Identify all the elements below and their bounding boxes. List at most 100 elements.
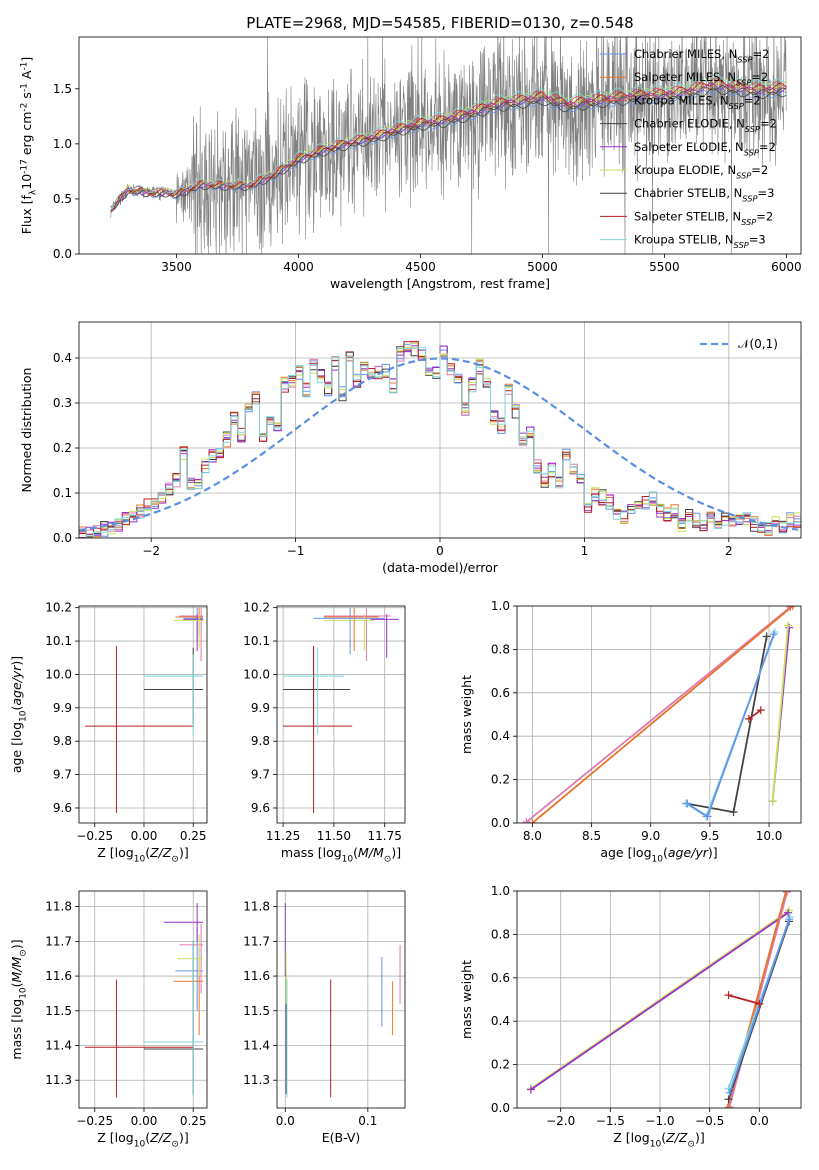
plot-area — [79, 606, 207, 823]
weight-marker-6 — [725, 1088, 734, 1097]
y-tick-label: 1.5 — [53, 82, 72, 96]
y-tick-label: 0.6 — [491, 971, 510, 985]
axes-mass_weight_vs_Z: −2.0 −1.5 −1.0 −0.5 0.0 0.0 0.2 0.4 0.6 0.8 1.0 Z [… — [459, 884, 802, 1150]
axes-age_vs_mass: 11.25 11.50 11.75 9.6 9.7 9.8 9.9 10.0 10.1 10.2 m… — [243, 601, 406, 865]
axes-frame — [516, 605, 802, 824]
legend-label: Salpeter STELIB, NSSP=2 — [634, 209, 773, 227]
y-axis-label: mass weight — [459, 675, 474, 754]
y-tick-label: 11.3 — [45, 1073, 72, 1087]
axes-spectrum: 3500 4000 4500 5000 5500 6000 0.0 0.5 1.0 1.5 wave… — [19, 36, 802, 291]
x-tick-label: −1.0 — [645, 1114, 674, 1128]
weight-marker-1 — [528, 819, 537, 823]
x-tick-label: −2 — [142, 544, 160, 558]
y-axis-label: mass weight — [459, 960, 474, 1039]
x-tick-label: 5500 — [649, 260, 680, 274]
y-tick-label: 10.1 — [243, 634, 270, 648]
weight-line-1 — [531, 606, 794, 823]
y-tick-label: 11.3 — [243, 1073, 270, 1087]
x-axis-label: wavelength [Angstrom, rest frame] — [330, 276, 550, 291]
gaussian-curve — [79, 357, 799, 532]
x-tick-label: 10.0 — [756, 829, 783, 843]
x-tick-label: 2 — [725, 544, 733, 558]
y-tick-label: 11.8 — [45, 900, 72, 914]
y-tick-label: 0.2 — [491, 773, 510, 787]
y-tick-label: 0.2 — [491, 1058, 510, 1072]
model-line-8 — [110, 74, 787, 211]
plot-area — [277, 891, 405, 1108]
y-tick-label: 0.2 — [53, 441, 72, 455]
weight-marker-4 — [769, 630, 778, 639]
model-line-5 — [110, 79, 787, 207]
y-tick-label: 0.5 — [53, 192, 72, 206]
weight-line-2 — [686, 636, 768, 814]
y-axis-label: age [log10(age/yr)] — [9, 656, 29, 773]
x-tick-label: 4500 — [405, 260, 436, 274]
weight-marker-1 — [526, 1085, 535, 1094]
y-tick-label: 9.6 — [251, 801, 270, 815]
axes-residuals: −2 −1 0 1 2 0.0 0.1 0.2 0.3 0.4 (data-model)/error… — [19, 321, 802, 575]
legend-label: Chabrier STELIB, NSSP=3 — [634, 186, 774, 204]
weight-marker-6 — [783, 621, 792, 630]
histogram-step-7 — [79, 346, 801, 537]
x-axis-label: Z [log10(Z/Z⊙)] — [97, 845, 188, 865]
y-tick-label: 11.6 — [45, 969, 72, 983]
weight-marker-4 — [724, 1095, 733, 1104]
legend-label: Chabrier ELODIE, NSSP=2 — [634, 117, 777, 135]
x-axis-label: Z [log10(Z/Z⊙)] — [613, 1130, 704, 1150]
y-tick-label: 9.9 — [251, 701, 270, 715]
x-tick-label: 8.0 — [523, 829, 542, 843]
x-tick-label: 8.5 — [582, 829, 601, 843]
y-tick-label: 0.6 — [491, 686, 510, 700]
y-tick-label: 9.8 — [251, 734, 270, 748]
x-axis-label: Z [log10(Z/Z⊙)] — [97, 1130, 188, 1150]
weight-line-6 — [771, 625, 789, 802]
x-tick-label: 1 — [581, 544, 589, 558]
weight-marker-2 — [783, 891, 792, 897]
x-tick-label: 0.25 — [180, 1114, 207, 1128]
x-tick-label: −0.25 — [76, 829, 113, 843]
axes-frame — [78, 890, 208, 1109]
legend-label: Kroupa MILES, NSSP=2 — [634, 93, 761, 111]
legend-label: Salpeter MILES, NSSP=2 — [634, 70, 768, 88]
weight-marker-3 — [723, 1104, 732, 1108]
y-tick-label: 1.0 — [491, 884, 510, 898]
weight-marker-1 — [788, 606, 797, 610]
model-line-6 — [110, 85, 787, 211]
x-tick-label: 0.25 — [180, 829, 207, 843]
weight-marker-0 — [522, 817, 531, 823]
plot-area — [277, 606, 405, 823]
axes-frame — [78, 321, 802, 539]
y-tick-label: 10.1 — [45, 634, 72, 648]
y-tick-label: 9.8 — [53, 734, 72, 748]
weight-line-1 — [530, 911, 789, 1091]
x-tick-label: 0.00 — [131, 829, 158, 843]
weight-marker-1 — [784, 908, 793, 917]
plot-area — [110, 37, 787, 254]
weight-marker-2 — [725, 1102, 734, 1108]
x-tick-label: 0.1 — [358, 1114, 377, 1128]
y-tick-label: 0.0 — [53, 531, 72, 545]
x-tick-label: 4000 — [283, 260, 314, 274]
y-axis-label: mass [log10(M/M⊙)] — [9, 939, 29, 1059]
weight-line-4 — [686, 633, 775, 818]
y-tick-label: 0.1 — [53, 486, 72, 500]
chart-title: PLATE=2968, MJD=54585, FIBERID=0130, z=0… — [246, 14, 633, 32]
y-tick-label: 11.4 — [243, 1039, 270, 1053]
weight-marker-2 — [729, 808, 738, 817]
y-tick-label: 11.6 — [243, 969, 270, 983]
x-tick-label: −0.25 — [76, 1114, 113, 1128]
x-tick-label: 0 — [436, 544, 444, 558]
x-tick-label: 11.50 — [317, 829, 351, 843]
axes-frame — [78, 36, 802, 255]
plot-area — [79, 322, 801, 538]
y-tick-label: 0.4 — [491, 729, 510, 743]
x-tick-label: 6000 — [771, 260, 802, 274]
y-tick-label: 0.0 — [491, 1101, 510, 1115]
weight-marker-3 — [782, 891, 791, 895]
axes-frame — [276, 890, 406, 1109]
x-tick-label: 0.00 — [131, 1114, 158, 1128]
weight-marker-4 — [703, 812, 712, 821]
weight-marker-7 — [755, 999, 764, 1008]
y-tick-label: 11.5 — [45, 1004, 72, 1018]
